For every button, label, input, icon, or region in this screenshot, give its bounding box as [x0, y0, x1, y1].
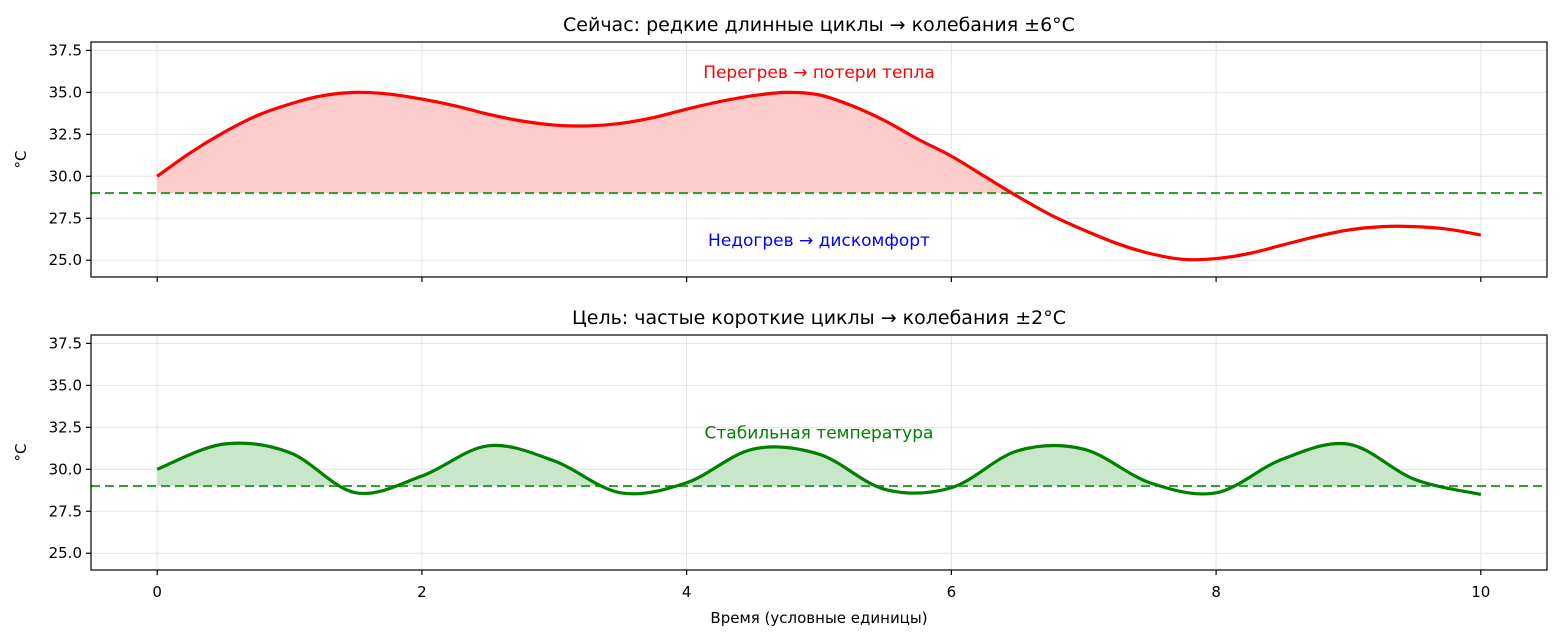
y-tick-label: 25.0 — [49, 251, 82, 269]
x-tick-label: 0 — [152, 583, 162, 601]
y-tick-label: 27.5 — [49, 209, 82, 227]
x-tick-label: 6 — [947, 583, 957, 601]
x-tick-label: 2 — [417, 583, 427, 601]
temperature-line — [156, 90, 1482, 262]
y-tick-label: 30.0 — [49, 167, 82, 185]
y-tick-label: 32.5 — [49, 125, 82, 143]
x-tick-label: 8 — [1211, 583, 1221, 601]
chart-title: Цель: частые короткие циклы → колебания … — [572, 307, 1066, 329]
y-tick-label: 30.0 — [49, 460, 82, 478]
temperature-line — [156, 441, 1482, 497]
y-axis-label: °C — [12, 151, 30, 169]
chart-panel-1: 25.0 27.5 30.0 32.5 35.0 37.5 Сейчас: редкие д… — [12, 14, 1548, 282]
axes-frame — [90, 41, 1548, 278]
y-tick-label: 25.0 — [49, 544, 82, 562]
y-axis-label: °C — [12, 444, 30, 462]
overheat-fill-area — [157, 443, 1481, 487]
x-tick-label: 4 — [682, 583, 692, 601]
annotation-label: Недогрев → дискомфорт — [708, 231, 930, 251]
y-tick-label: 35.0 — [49, 376, 82, 394]
y-tick-label: 27.5 — [49, 502, 82, 520]
axes-frame — [90, 334, 1548, 571]
y-tick-label: 35.0 — [49, 83, 82, 101]
annotation-label: Стабильная температура — [705, 423, 934, 443]
annotation-label: Перегрев → потери тепла — [703, 63, 935, 83]
chart-panel-2: 25.0 27.5 30.0 32.5 35.0 37.5 0 2 4 6 8 10 Цель: час… — [12, 307, 1548, 627]
x-tick-label: 10 — [1471, 583, 1490, 601]
y-tick-label: 32.5 — [49, 418, 82, 436]
y-tick-label: 37.5 — [49, 334, 82, 352]
overheat-fill-area — [157, 92, 1481, 194]
y-tick-label: 37.5 — [49, 41, 82, 59]
chart-title: Сейчас: редкие длинные циклы → колебания… — [563, 14, 1075, 36]
x-axis-label: Время (условные единицы) — [710, 609, 927, 627]
